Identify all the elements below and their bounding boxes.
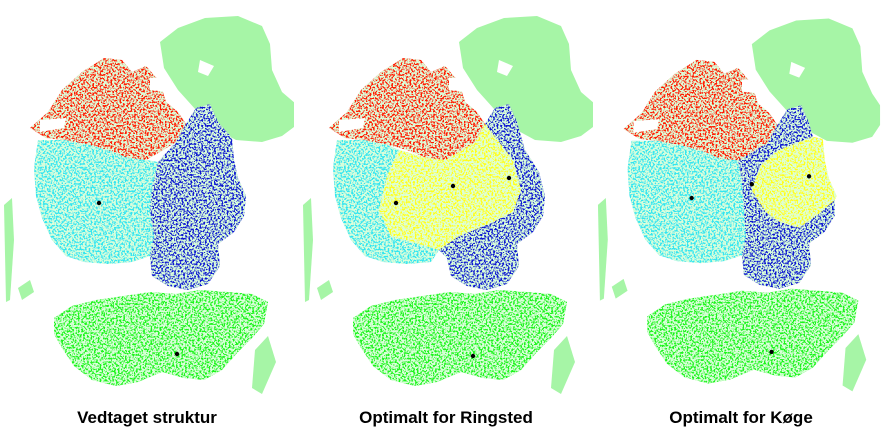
centre-dot [769,349,774,355]
region-west-strip [597,198,608,301]
centre-dot [506,175,512,181]
caption-koege: Optimalt for Køge [669,408,813,427]
zone-green [647,288,859,384]
zone-red [623,59,778,161]
centre-dot [450,183,456,189]
centre-dot [174,351,180,357]
zone-cyan [333,140,439,264]
zone-cyan [34,140,158,264]
zone-blue [439,104,545,290]
centre-dot [96,200,102,206]
centre-dot [806,174,812,179]
map-vedtaget [4,16,294,394]
map-koege [597,18,881,392]
zone-yellow [379,124,521,250]
map-ringsted [303,16,593,394]
region-southwest-islet [18,280,34,300]
zone-blue [738,105,835,289]
caption-ringsted: Optimalt for Ringsted [359,408,533,427]
region-west-strip [303,198,313,302]
region-southeast-strip [842,334,867,392]
region-southwest-islet [317,280,333,300]
centre-dot [470,353,476,359]
region-island-north [459,16,593,142]
region-southeast-strip [252,336,276,394]
zone-cyan [627,140,746,264]
zone-green [54,290,268,386]
region-west-strip [4,198,14,302]
region-island-north [751,18,881,143]
centre-dot [689,195,694,201]
region-southwest-islet [611,278,628,299]
map-panel-koege: Optimalt for Køge [594,0,884,434]
region-island-north [160,16,294,142]
centre-dot [393,200,399,206]
region-southeast-strip [551,336,575,394]
centre-dot [749,182,754,187]
zone-red [329,58,485,160]
caption-vedtaget: Vedtaget struktur [77,408,217,427]
zone-red [30,58,186,160]
zone-yellow [751,136,837,228]
map-panel-vedtaget: Vedtaget struktur [0,0,294,434]
map-panel-ringsted: Optimalt for Ringsted [299,0,593,434]
zone-green [353,290,567,386]
zone-blue [150,104,246,290]
